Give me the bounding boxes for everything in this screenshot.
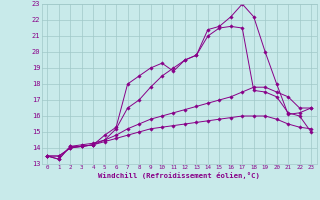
X-axis label: Windchill (Refroidissement éolien,°C): Windchill (Refroidissement éolien,°C): [98, 172, 260, 179]
